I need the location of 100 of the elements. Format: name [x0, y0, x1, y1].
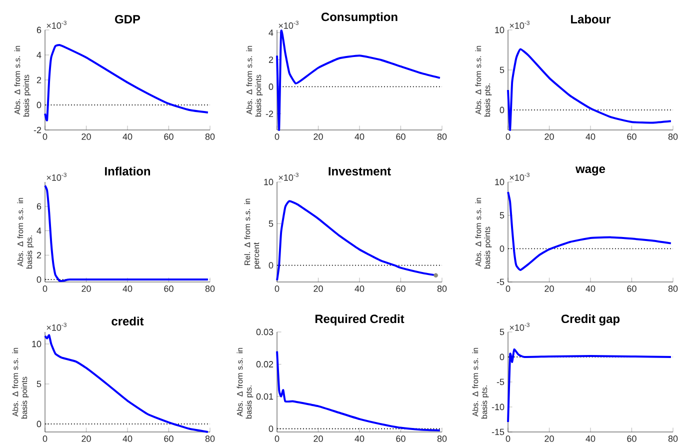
- chart-title: Credit gap: [561, 314, 620, 326]
- chart-title: Consumption: [321, 12, 398, 24]
- x-tick-label: 60: [164, 436, 174, 442]
- x-tick-label: 0: [274, 286, 280, 292]
- y-tick-label: 10: [264, 178, 274, 186]
- x-tick-label: 60: [396, 286, 406, 292]
- line-series: [507, 348, 672, 423]
- x-tick-label: 0: [506, 134, 510, 140]
- y-tick-label: 5: [500, 328, 504, 336]
- line-series: [507, 190, 672, 271]
- x-tick-label: 0: [42, 286, 48, 292]
- y-tick-label: -5: [496, 378, 504, 386]
- x-tick-label: 40: [122, 133, 132, 140]
- y-tick-label: -5: [496, 278, 504, 286]
- y-tick-label: 6: [36, 203, 42, 210]
- y-tick-label: 2: [268, 56, 274, 63]
- text: ×10$^{-3}$: [278, 172, 298, 181]
- line-series: [276, 30, 441, 131]
- y-tick-label: 0: [268, 84, 274, 90]
- chart-title: wage: [576, 166, 606, 176]
- x-tick-label: 80: [668, 435, 678, 442]
- x-tick-label: 0: [506, 286, 510, 292]
- y-tick-label: -2: [266, 110, 274, 117]
- line-series: [44, 184, 209, 282]
- y-tick-label: -10: [492, 404, 504, 410]
- y-tick-label: 5: [268, 220, 274, 227]
- y-tick-label: 10: [495, 26, 504, 34]
- chart-title: Inflation: [105, 166, 150, 176]
- y-tick-label: 0.03: [256, 328, 274, 336]
- x-tick-label: 40: [354, 133, 364, 140]
- x-tick-label: 40: [354, 435, 364, 442]
- x-tick-label: 40: [354, 286, 364, 292]
- line-series: [276, 200, 437, 282]
- y-tick-label: 10: [32, 340, 42, 348]
- chart-title: Required Credit: [315, 314, 404, 326]
- x-tick-label: 60: [627, 286, 636, 292]
- chart-title: Labour: [571, 14, 611, 24]
- x-tick-label: 40: [586, 435, 596, 442]
- text: ×10$^{-3}$: [46, 172, 66, 181]
- text: ×10$^{-3}$: [46, 322, 66, 331]
- chart-title: credit: [112, 316, 144, 326]
- text: ×10$^{-3}$: [510, 20, 530, 29]
- x-tick-label: 80: [437, 133, 447, 140]
- x-tick-label: 40: [122, 286, 132, 292]
- y-tick-label: 5: [500, 212, 504, 218]
- y-tick-label: 0: [500, 245, 504, 252]
- line-series: [44, 334, 209, 433]
- chart-title: Investment: [328, 167, 391, 176]
- x-tick-label: 60: [396, 435, 406, 442]
- x-tick-label: 80: [205, 133, 215, 140]
- x-tick-label: 20: [544, 435, 554, 442]
- y-tick-label: 5: [36, 380, 42, 388]
- y-tick-label: 10: [495, 178, 504, 186]
- x-tick-label: 80: [205, 286, 215, 292]
- text: ×10$^{-3}$: [510, 172, 530, 181]
- x-tick-label: 20: [544, 286, 554, 292]
- y-tick-label: -2: [34, 126, 42, 134]
- x-tick-label: 20: [82, 133, 91, 140]
- y-tick-label: 0: [500, 354, 504, 360]
- y-tick-label: -15: [492, 428, 504, 436]
- y-tick-label: 4: [36, 228, 42, 234]
- x-tick-label: 0: [42, 133, 48, 140]
- y-tick-label: 0: [268, 426, 274, 432]
- y-tick-label: 6: [36, 26, 42, 34]
- y-tick-label: 4: [268, 30, 274, 36]
- x-tick-label: 40: [122, 436, 132, 442]
- x-tick-label: 0: [274, 435, 280, 442]
- x-tick-label: 40: [586, 286, 596, 292]
- x-tick-label: 60: [164, 133, 174, 140]
- y-tick-label: 4: [36, 52, 42, 58]
- line-series: [44, 44, 209, 121]
- x-tick-label: 20: [82, 286, 91, 292]
- y-tick-label: 0.02: [256, 361, 274, 368]
- x-tick-label: 60: [164, 286, 174, 292]
- x-tick-label: 20: [314, 133, 323, 140]
- x-tick-label: 20: [82, 436, 91, 442]
- y-tick-label: 2: [36, 76, 42, 84]
- x-tick-label: 80: [437, 435, 447, 442]
- y-tick-label: 0: [268, 262, 274, 268]
- text: ×10$^{-3}$: [46, 20, 66, 29]
- x-tick-label: 80: [205, 436, 215, 442]
- x-tick-label: 20: [314, 435, 323, 442]
- chart-title: GDP: [115, 15, 140, 24]
- x-tick-label: 0: [274, 133, 280, 140]
- x-tick-label: 0: [42, 436, 48, 442]
- x-tick-label: 0: [506, 435, 510, 442]
- text: ×10$^{-3}$: [278, 20, 298, 29]
- x-tick-label: 60: [627, 435, 636, 442]
- x-tick-label: 40: [586, 134, 596, 140]
- x-tick-label: 60: [396, 133, 406, 140]
- y-tick-label: 0: [36, 420, 42, 428]
- y-tick-label: 2: [36, 252, 42, 258]
- y-tick-label: 0.01: [256, 393, 274, 400]
- x-tick-label: 20: [544, 134, 554, 140]
- x-tick-label: 20: [314, 286, 323, 292]
- text: ×10$^{-3}$: [510, 322, 530, 331]
- y-tick-label: 0: [36, 102, 42, 108]
- x-tick-label: 80: [668, 134, 678, 140]
- y-tick-label: 5: [500, 66, 504, 74]
- y-tick-label: 0: [500, 106, 504, 114]
